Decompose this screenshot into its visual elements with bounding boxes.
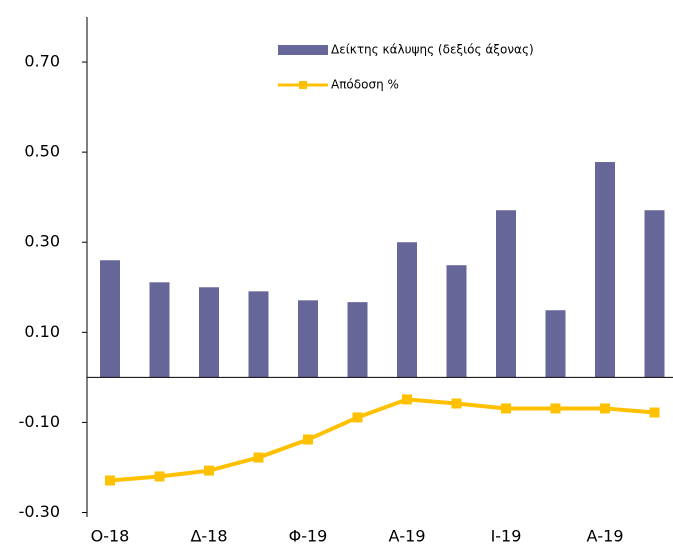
x-tick-label: Φ-19 (289, 527, 328, 546)
bar (248, 291, 269, 378)
bar (545, 310, 566, 378)
bar (595, 162, 615, 378)
marker (600, 403, 610, 414)
marker (154, 471, 165, 482)
marker (649, 407, 660, 418)
legend-swatch (299, 81, 307, 89)
x-tick-label: Ο-18 (91, 527, 130, 546)
y-tick-label: 0.10 (24, 322, 60, 341)
bar (397, 242, 417, 378)
x-tick-label: Α-19 (388, 527, 425, 546)
marker (303, 434, 313, 445)
marker (253, 452, 264, 463)
y-tick-label: -0.30 (19, 502, 60, 521)
marker (501, 403, 511, 414)
line (109, 397, 655, 483)
bar (644, 210, 665, 378)
x-tick-label: Α-19 (586, 527, 623, 546)
bar (149, 282, 170, 378)
legend-swatch (278, 45, 328, 55)
marker (402, 394, 412, 405)
bar (496, 210, 516, 378)
bar (347, 302, 368, 378)
bar (199, 287, 219, 378)
x-tick-label: Δ-18 (190, 527, 227, 546)
x-tick-label: Ι-19 (491, 527, 522, 546)
marker (451, 398, 462, 409)
y-tick-label: 0.50 (24, 142, 60, 161)
y-tick-label: -0.10 (19, 412, 60, 431)
legend-label: Απόδοση % (331, 78, 399, 92)
marker (105, 475, 115, 486)
legend-label: Δείκτης κάλυψης (δεξιός άξονας) (331, 43, 534, 57)
marker (204, 465, 214, 476)
bar (446, 265, 467, 378)
bar (100, 260, 120, 378)
marker (550, 403, 561, 414)
bar (298, 300, 318, 378)
y-tick-label: 0.30 (24, 232, 60, 251)
y-tick-label: 0.70 (24, 52, 60, 71)
marker (352, 412, 363, 423)
